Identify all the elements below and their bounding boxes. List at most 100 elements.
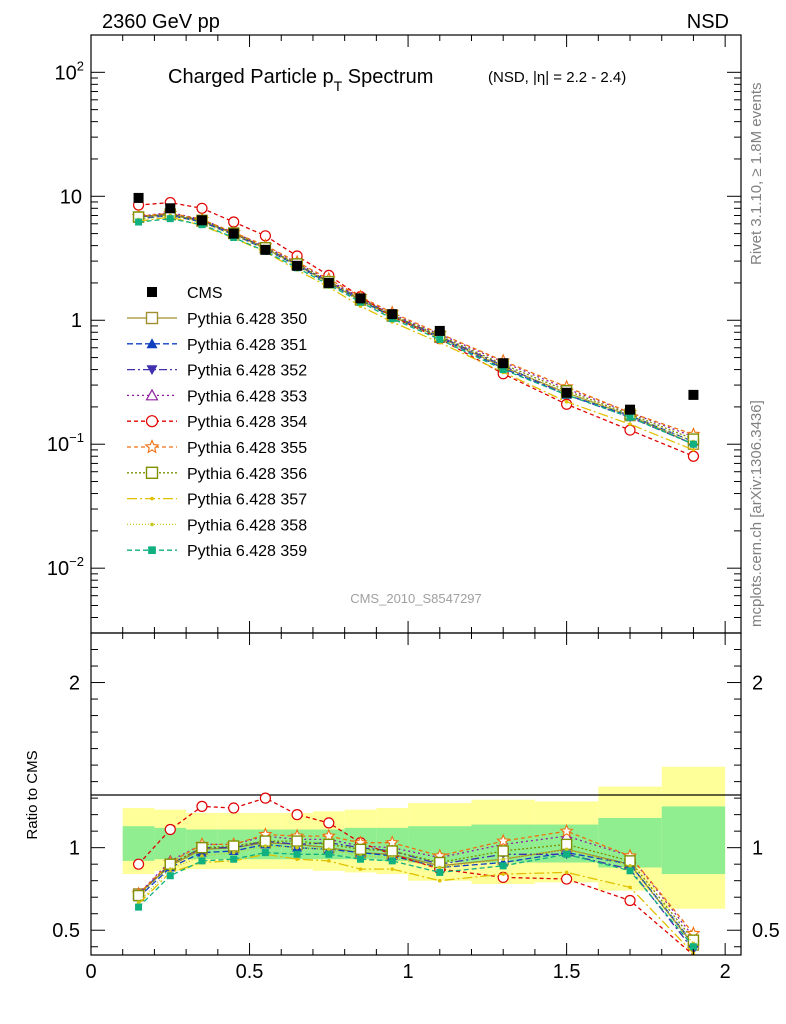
marker <box>145 466 159 479</box>
marker <box>166 872 174 880</box>
ratio-pythia-6.428-359 <box>135 849 697 951</box>
marker <box>501 872 505 876</box>
inner-band <box>661 806 726 875</box>
series-pythia-6.428-359 <box>135 215 697 448</box>
cms-point <box>625 404 636 415</box>
marker <box>501 857 505 862</box>
marker <box>293 850 301 858</box>
marker <box>497 845 509 857</box>
y-tick-label: 102 <box>55 58 84 84</box>
marker <box>295 845 299 850</box>
y-tick-label: 10 <box>60 186 82 208</box>
marker <box>291 835 303 847</box>
cms-point <box>165 203 176 214</box>
ratio-line <box>138 853 694 954</box>
marker <box>628 864 632 868</box>
legend-label: Pythia 6.428 352 <box>187 363 307 380</box>
cms-point <box>434 325 445 336</box>
marker <box>136 900 141 904</box>
y-tick-base: 1 <box>71 310 82 332</box>
cms-data-points <box>133 192 699 415</box>
x-tick-label: 0 <box>85 961 96 983</box>
legend-label: Pythia 6.428 358 <box>187 517 307 534</box>
marker <box>388 857 396 865</box>
spectrum-ticks <box>90 34 741 634</box>
marker <box>132 858 145 870</box>
inner-band <box>122 826 155 861</box>
marker <box>145 388 159 401</box>
y-tick-base: 10 <box>60 186 82 208</box>
mcplots-label: mcplots.cern.ch [arXiv:1306.3436] <box>748 400 765 627</box>
marker <box>358 867 363 871</box>
marker <box>144 439 160 454</box>
cms-point <box>561 387 572 398</box>
legend: CMS Pythia 6.428 350 Pythia 6.428 351 Pythi… <box>127 285 307 560</box>
title-small: (NSD, |η| = 2.2 - 2.4) <box>488 69 626 86</box>
marker <box>227 840 240 852</box>
marker <box>327 859 331 863</box>
legend-label: Pythia 6.428 359 <box>187 543 307 560</box>
x-tick-label: 1.5 <box>553 961 581 983</box>
ratio-ylabel: Ratio to CMS <box>24 750 41 839</box>
process-label: NSD <box>687 11 729 33</box>
y-tick-label-right: 0.5 <box>752 920 780 942</box>
x-tick-label: 0.5 <box>236 961 264 983</box>
y-tick-exponent: −1 <box>69 430 84 445</box>
marker <box>626 413 634 421</box>
marker <box>437 865 442 870</box>
marker <box>150 496 154 501</box>
rivet-label: Rivet 3.1.10, ≥ 1.8M events <box>748 83 765 266</box>
title-main: Charged Particle p <box>168 66 334 88</box>
uncertainty-bands <box>122 766 726 909</box>
marker <box>436 335 444 343</box>
y-tick-label: 10−1 <box>47 430 84 456</box>
y-tick-base: 10 <box>55 62 77 84</box>
series-line <box>138 214 694 443</box>
marker <box>561 873 573 885</box>
marker <box>168 867 173 871</box>
svg-text:Charged Particle pT Spectrum: Charged Particle pT Spectrum <box>168 66 433 94</box>
marker <box>628 885 632 890</box>
marker <box>145 311 159 325</box>
marker <box>563 850 571 858</box>
marker <box>196 800 208 812</box>
cms-point <box>292 260 303 271</box>
marker <box>228 802 240 814</box>
legend-cms-marker <box>147 287 157 297</box>
cms-point <box>228 228 239 239</box>
series-line <box>138 201 694 457</box>
marker <box>564 399 569 404</box>
cms-point <box>688 389 699 400</box>
ratio-pythia-6.428-358 <box>136 844 696 946</box>
marker <box>390 867 395 871</box>
marker <box>499 862 507 870</box>
marker <box>146 365 158 376</box>
ratio-line <box>138 851 694 948</box>
marker <box>164 823 176 836</box>
marker <box>689 440 697 448</box>
marker <box>499 366 507 374</box>
y-tick-label-right: 2 <box>752 673 763 695</box>
marker <box>624 424 636 436</box>
legend-label: Pythia 6.428 357 <box>187 492 307 509</box>
marker <box>624 894 636 907</box>
legend-label: Pythia 6.428 353 <box>187 388 307 405</box>
title-after: Spectrum <box>342 66 433 88</box>
cms-point <box>355 293 366 304</box>
marker <box>146 338 158 349</box>
marker <box>354 843 367 856</box>
marker <box>231 850 236 855</box>
marker <box>198 857 206 865</box>
y-tick-base: 10 <box>47 558 69 580</box>
marker <box>148 546 156 555</box>
marker <box>687 450 700 462</box>
x-tick-labels: 0 0.5 1 1.5 2 <box>85 961 730 983</box>
marker <box>135 903 143 911</box>
marker <box>261 849 269 857</box>
marker <box>437 878 442 883</box>
marker <box>323 817 335 829</box>
ratio-ticks <box>90 633 741 955</box>
marker <box>559 823 574 838</box>
